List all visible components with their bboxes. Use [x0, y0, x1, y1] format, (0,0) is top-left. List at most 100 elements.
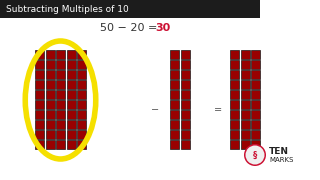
Bar [77, 110, 86, 119]
Bar [35, 120, 44, 129]
Bar [45, 100, 54, 109]
Circle shape [245, 145, 265, 165]
Bar [56, 50, 65, 59]
Bar [45, 60, 54, 69]
Bar [67, 140, 76, 149]
Bar [230, 70, 239, 79]
Bar [56, 100, 65, 109]
Bar [170, 110, 179, 119]
Bar [77, 100, 86, 109]
Bar [35, 130, 44, 139]
Bar [241, 100, 250, 109]
Bar [35, 100, 44, 109]
Text: 30: 30 [155, 23, 170, 33]
Bar [180, 110, 189, 119]
Bar [35, 140, 44, 149]
Bar [180, 140, 189, 149]
Text: =: = [214, 105, 222, 115]
Bar [77, 80, 86, 89]
Bar [45, 70, 54, 79]
Bar [67, 90, 76, 99]
Bar [56, 140, 65, 149]
Bar [77, 140, 86, 149]
Bar [45, 130, 54, 139]
Bar [241, 80, 250, 89]
Bar [77, 50, 86, 59]
Bar [230, 90, 239, 99]
Bar [180, 90, 189, 99]
Circle shape [244, 144, 266, 166]
Bar [56, 120, 65, 129]
Bar [35, 70, 44, 79]
Bar [35, 110, 44, 119]
Bar [56, 80, 65, 89]
Text: MARKS: MARKS [269, 157, 293, 163]
Bar [170, 140, 179, 149]
Bar [35, 90, 44, 99]
Bar [67, 130, 76, 139]
Bar [56, 130, 65, 139]
Text: −: − [151, 105, 159, 115]
Bar [230, 60, 239, 69]
Bar [45, 120, 54, 129]
Bar [45, 50, 54, 59]
Bar [170, 50, 179, 59]
Bar [251, 90, 260, 99]
Text: Subtracting Multiples of 10: Subtracting Multiples of 10 [6, 4, 129, 14]
Bar [77, 60, 86, 69]
Bar [230, 50, 239, 59]
Bar [230, 140, 239, 149]
Text: 50 − 20 =: 50 − 20 = [100, 23, 161, 33]
Bar [241, 120, 250, 129]
Bar [251, 100, 260, 109]
Bar [241, 110, 250, 119]
Bar [241, 90, 250, 99]
Bar [45, 80, 54, 89]
Bar [180, 130, 189, 139]
Bar [67, 50, 76, 59]
Bar [251, 130, 260, 139]
Bar [77, 70, 86, 79]
Bar [241, 60, 250, 69]
Bar [230, 130, 239, 139]
Bar [180, 80, 189, 89]
Bar [241, 50, 250, 59]
Bar [180, 60, 189, 69]
Bar [230, 100, 239, 109]
Bar [35, 80, 44, 89]
Bar [180, 120, 189, 129]
Bar [56, 110, 65, 119]
Bar [251, 120, 260, 129]
Bar [251, 50, 260, 59]
Bar [77, 130, 86, 139]
Bar [180, 70, 189, 79]
Bar [170, 130, 179, 139]
Bar [170, 60, 179, 69]
Bar [230, 120, 239, 129]
Bar [77, 120, 86, 129]
Bar [251, 80, 260, 89]
Bar [170, 100, 179, 109]
Bar [170, 70, 179, 79]
Bar [241, 140, 250, 149]
Bar [180, 100, 189, 109]
Bar [0, 0, 260, 18]
Bar [67, 70, 76, 79]
Bar [45, 140, 54, 149]
Bar [170, 80, 179, 89]
Bar [35, 60, 44, 69]
Bar [56, 70, 65, 79]
Bar [35, 50, 44, 59]
Bar [180, 50, 189, 59]
Bar [241, 130, 250, 139]
Bar [77, 90, 86, 99]
Text: §: § [253, 150, 257, 159]
Bar [67, 60, 76, 69]
Bar [45, 90, 54, 99]
Bar [67, 80, 76, 89]
Bar [170, 90, 179, 99]
Bar [67, 100, 76, 109]
Bar [230, 80, 239, 89]
Bar [230, 110, 239, 119]
Bar [56, 60, 65, 69]
